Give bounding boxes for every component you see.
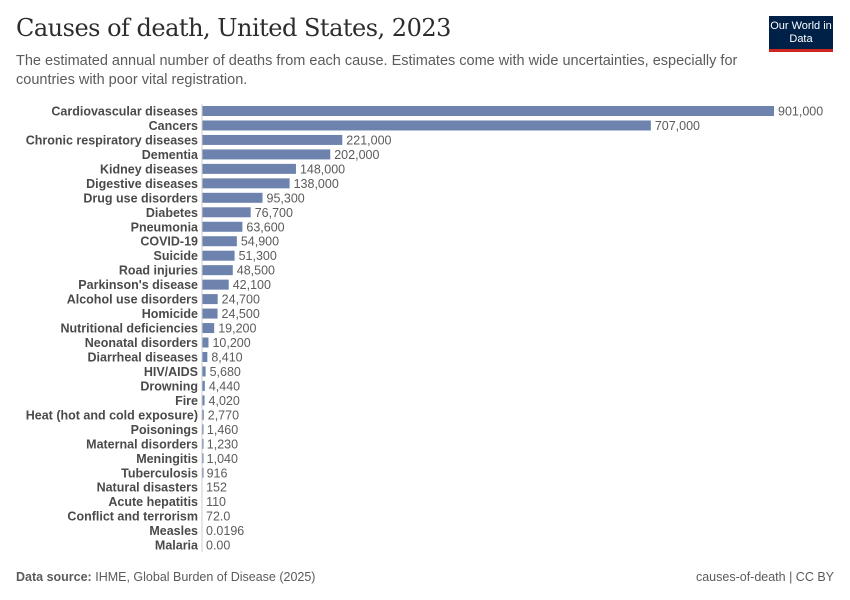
value-label: 202,000 [334, 148, 379, 162]
bar[interactable] [202, 106, 774, 116]
bar[interactable] [202, 467, 204, 478]
bar[interactable] [202, 163, 296, 174]
source-label: Data source: [16, 570, 92, 584]
value-label: 19,200 [218, 322, 256, 336]
bar[interactable] [202, 134, 343, 145]
category-label: Cancers [149, 119, 198, 133]
bar[interactable] [202, 279, 229, 290]
category-label: Heat (hot and cold exposure) [26, 408, 198, 422]
value-label: 148,000 [300, 162, 345, 176]
bar[interactable] [202, 366, 206, 377]
value-label: 152 [206, 481, 227, 495]
bar[interactable] [202, 192, 263, 203]
bar[interactable] [202, 337, 209, 348]
bar[interactable] [202, 424, 204, 435]
footer-license[interactable]: causes-of-death | CC BY [695, 570, 834, 584]
value-label: 72.0 [206, 510, 230, 524]
category-label: Chronic respiratory diseases [26, 133, 198, 147]
value-label: 76,700 [255, 206, 293, 220]
category-label: Road injuries [119, 264, 198, 278]
source-link[interactable]: IHME, Global Burden of Disease (2025) [95, 570, 316, 584]
value-label: 4,020 [209, 394, 240, 408]
category-label: Pneumonia [131, 220, 199, 234]
bar[interactable] [202, 265, 233, 276]
bar[interactable] [202, 323, 215, 334]
category-label: Homicide [142, 307, 198, 321]
value-label: 901,000 [778, 105, 823, 119]
category-label: Malaria [155, 539, 199, 553]
bar[interactable] [202, 409, 204, 420]
value-label: 0.0196 [206, 524, 244, 538]
value-label: 4,440 [209, 379, 240, 393]
value-label: 8,410 [211, 350, 242, 364]
category-label: Diabetes [146, 206, 198, 220]
data-source: Data source: IHME, Global Burden of Dise… [16, 570, 315, 584]
category-label: Acute hepatitis [108, 495, 198, 509]
value-label: 110 [206, 495, 226, 509]
bar[interactable] [202, 308, 218, 319]
value-label: 42,100 [233, 278, 271, 292]
category-label: Dementia [142, 148, 199, 162]
bar[interactable] [202, 207, 251, 218]
category-label: Parkinson's disease [78, 278, 198, 292]
category-label: Alcohol use disorders [67, 293, 198, 307]
bar-chart: Cardiovascular diseases 901,000 Cancers 707… [26, 104, 823, 553]
owid-logo[interactable]: Our World in Data [769, 16, 833, 52]
bar[interactable] [202, 178, 290, 189]
value-label: 63,600 [246, 220, 284, 234]
chart-title: Causes of death, United States, 2023 [16, 14, 451, 42]
bar[interactable] [202, 250, 235, 261]
category-label: Maternal disorders [86, 437, 198, 451]
value-label: 24,700 [222, 293, 260, 307]
value-label: 2,770 [208, 408, 239, 422]
category-label: Suicide [154, 249, 199, 263]
bar[interactable] [202, 294, 218, 305]
category-label: COVID-19 [140, 235, 198, 249]
category-label: Tuberculosis [121, 466, 198, 480]
value-label: 1,460 [207, 423, 238, 437]
category-label: Cardiovascular diseases [51, 105, 198, 119]
category-label: Neonatal disorders [85, 336, 198, 350]
category-label: Digestive diseases [86, 177, 198, 191]
category-label: Kidney diseases [100, 162, 198, 176]
value-label: 1,230 [207, 437, 238, 451]
bar[interactable] [202, 236, 237, 247]
bar[interactable] [202, 351, 208, 362]
chart-subtitle: The estimated annual number of deaths fr… [16, 53, 738, 88]
category-label: Nutritional deficiencies [60, 322, 198, 336]
bar[interactable] [202, 380, 205, 391]
value-label: 221,000 [346, 133, 391, 147]
bar[interactable] [202, 120, 651, 131]
value-label: 24,500 [222, 307, 260, 321]
value-label: 138,000 [294, 177, 339, 191]
value-label: 54,900 [241, 235, 279, 249]
value-label: 10,200 [212, 336, 250, 350]
bar[interactable] [202, 149, 331, 160]
category-label: HIV/AIDS [144, 365, 198, 379]
category-label: Diarrheal diseases [88, 350, 199, 364]
value-label: 95,300 [267, 191, 305, 205]
bar[interactable] [202, 395, 205, 406]
value-label: 0.00 [206, 539, 230, 553]
category-label: Fire [175, 394, 198, 408]
bar[interactable] [202, 438, 204, 449]
bar[interactable] [202, 453, 204, 464]
category-label: Measles [149, 524, 198, 538]
category-label: Natural disasters [97, 481, 198, 495]
category-label: Drowning [140, 379, 198, 393]
category-label: Meningitis [136, 452, 198, 466]
value-label: 5,680 [210, 365, 241, 379]
value-label: 1,040 [207, 452, 238, 466]
bar[interactable] [202, 221, 243, 232]
category-label: Drug use disorders [83, 191, 198, 205]
category-label: Poisonings [131, 423, 198, 437]
value-label: 48,500 [237, 264, 275, 278]
value-label: 916 [207, 466, 228, 480]
value-label: 707,000 [655, 119, 700, 133]
category-label: Conflict and terrorism [67, 510, 198, 524]
value-label: 51,300 [239, 249, 277, 263]
